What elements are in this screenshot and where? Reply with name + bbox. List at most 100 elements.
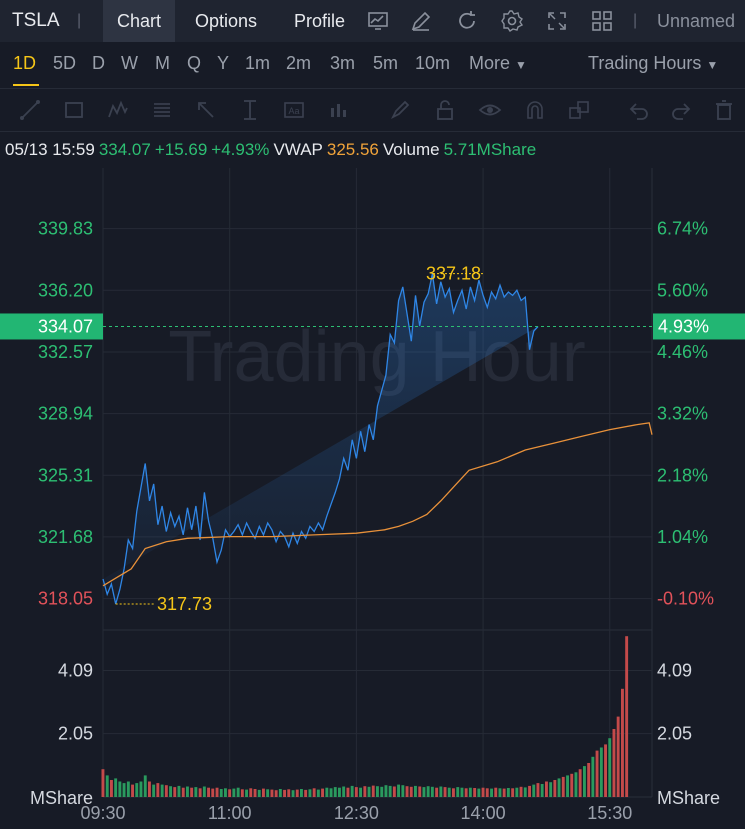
interval-w[interactable]: W [121,53,138,73]
interval-1m[interactable]: 1m [245,53,271,73]
volume-bar [388,785,392,797]
volume-unit-label: MShare [657,788,720,808]
volume-bar [435,787,439,797]
volume-bar [464,788,468,797]
volume-bar [270,789,274,797]
price-chart[interactable]: 09:30 11:00 12:30 14:00 15:30 339.83 6.74% 336.… [0,168,745,829]
pattern-icon[interactable] [106,98,130,122]
high-label: 337.18 [426,264,481,284]
volume-bar [511,788,515,797]
interval-3m[interactable]: 3m [330,53,356,73]
volume-value: 5.71MShare [443,140,537,159]
arrow-icon[interactable] [194,98,218,122]
price-area-fill [103,273,538,604]
interval-more[interactable]: More ▼ [469,53,527,74]
volume-bar [350,785,354,797]
volume-bar [304,789,308,797]
volume-bar [557,778,561,797]
volume-bar [570,773,574,797]
volume-bar [540,784,544,797]
undo-icon[interactable] [627,98,651,122]
volume-bar [312,788,316,797]
volume-bar [262,788,265,797]
eye-icon[interactable] [478,98,502,122]
fullscreen-icon[interactable] [545,9,569,33]
vwap-label: VWAP [273,140,323,159]
volume-bar [553,780,557,797]
volume-bar [321,788,324,797]
fib-icon[interactable] [150,98,174,122]
layout-grid-icon[interactable] [590,9,614,33]
volume-bar [422,787,426,797]
volume-bar [566,775,569,797]
pct-tick-label: 1.04% [657,527,708,547]
lock-icon[interactable] [433,98,457,122]
volume-bar [190,787,194,797]
volume-bar [198,788,202,797]
rectangle-icon[interactable] [62,98,86,122]
interval-d[interactable]: D [92,53,105,73]
volume-tick-label: 2.05 [657,724,692,744]
x-tick-label: 14:00 [461,803,506,823]
trash-icon[interactable] [712,98,736,122]
layout-name[interactable]: Unnamed [657,11,736,31]
ticker-symbol[interactable]: TSLA [12,10,60,31]
price-tick-label: 318.05 [38,589,93,609]
chevron-down-icon: ▼ [515,58,527,72]
volume-bar [561,776,565,797]
volume-bar [177,785,181,797]
current-pct-tag [653,313,745,340]
refresh-icon[interactable] [455,9,479,33]
pct-tick-label: 2.18% [657,465,708,485]
more-label: More [469,53,511,73]
volume-bar [329,788,333,797]
volume-bar [118,781,122,797]
x-tick-label: 15:30 [587,803,632,823]
trend-line-icon[interactable] [18,98,42,122]
volume-bar [333,787,337,797]
measure-icon[interactable] [238,98,262,122]
quote-change-pct: +4.93% [211,140,270,159]
volume-bar [308,789,312,797]
volume-bar [519,786,523,797]
interval-2m[interactable]: 2m [286,53,312,73]
indicator-icon[interactable] [366,9,390,33]
quote-info-bar: 05/13 15:59 334.07 +15.69 +4.93% VWAP 325.56 V… [5,140,540,160]
vwap-value: 325.56 [326,140,379,159]
interval-y[interactable]: Y [217,53,230,73]
volume-bar [414,785,417,797]
draw-icon[interactable] [409,9,433,33]
interval-5m[interactable]: 5m [373,53,399,73]
interval-10m[interactable]: 10m [415,53,451,73]
redo-icon[interactable] [669,98,693,122]
pct-tick-label: -0.10% [657,589,714,609]
brush-icon[interactable] [388,98,412,122]
svg-text:Aa: Aa [288,106,299,116]
volume-bar [207,787,210,797]
volume-tick-label: 4.09 [58,661,93,681]
settings-icon[interactable] [500,9,524,33]
interval-m[interactable]: M [155,53,170,73]
volume-bar [164,785,168,797]
volume-bar [228,789,232,797]
interval-1d[interactable]: 1D [13,53,37,73]
session-selector[interactable]: Trading Hours ▼ [588,53,718,74]
interval-bar: 1D 5D D W M Q Y 1m 2m 3m 5m 10m More ▼ T… [0,42,745,88]
tab-chart[interactable]: Chart [103,0,176,42]
tab-profile[interactable]: Profile [294,11,346,31]
interval-q[interactable]: Q [187,53,202,73]
bar-pattern-icon[interactable] [326,98,350,122]
volume-bar [367,786,371,797]
separator: | [633,12,638,29]
volume-bar [122,783,126,797]
drawing-toolbar: Aa [0,88,745,132]
volume-bar [608,738,612,797]
volume-bar [338,787,341,797]
tab-options[interactable]: Options [195,11,258,31]
interval-5d[interactable]: 5D [53,53,77,73]
text-icon[interactable]: Aa [282,98,306,122]
pct-tick-label: 4.46% [657,342,708,362]
magnet-icon[interactable] [523,98,547,122]
top-bar: TSLA | Chart Options Profile | Unnamed [0,0,745,42]
clone-icon[interactable] [567,98,591,122]
